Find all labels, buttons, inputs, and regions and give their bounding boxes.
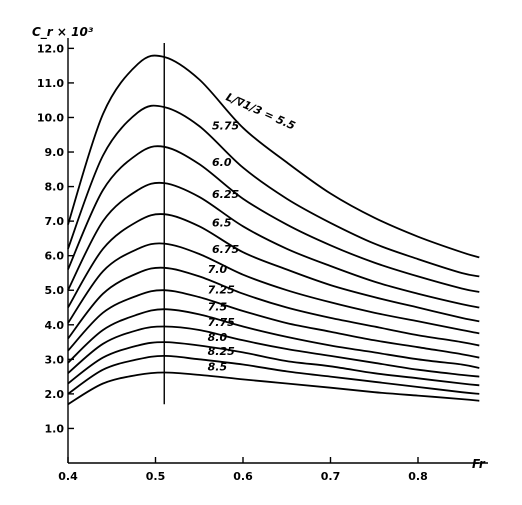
series-label: 7.5 (208, 301, 228, 314)
series-line (67, 289, 480, 359)
series-line (67, 242, 480, 335)
y-tick-label: 11.0 (37, 77, 64, 90)
y-tick-label: 12.0 (37, 42, 64, 55)
y-tick-label: 8.0 (45, 181, 65, 194)
x-tick-label: 0.7 (321, 470, 341, 483)
x-tick-label: 0.4 (58, 470, 78, 483)
series-label: 8.0 (208, 331, 228, 344)
series-line (67, 341, 480, 387)
x-tick-label: 0.5 (146, 470, 166, 483)
series-label: 6.0 (212, 156, 232, 169)
series-label: 8.5 (208, 360, 228, 373)
series-label: 6.25 (212, 188, 239, 201)
curves (67, 54, 480, 406)
x-axis-title: Fr (472, 457, 486, 471)
series-line (67, 104, 480, 278)
series-line (67, 371, 480, 406)
y-tick-label: 7.0 (45, 215, 65, 228)
series-line (67, 145, 480, 293)
y-tick-label: 10.0 (37, 111, 64, 124)
y-tick-label: 1.0 (45, 422, 65, 435)
series-label: 6.5 (212, 216, 232, 229)
y-tick-label: 6.0 (45, 250, 65, 263)
series-line (67, 181, 480, 309)
series-line (67, 213, 480, 323)
series-label: 7.25 (208, 284, 235, 297)
series-line (67, 266, 480, 347)
series-line (67, 325, 480, 378)
y-axis-title: C_r × 10³ (32, 25, 94, 40)
series-label: 7.0 (208, 263, 228, 276)
series-label: 8.25 (208, 345, 235, 358)
series-label: 6.75 (212, 243, 239, 256)
series-label: 5.75 (212, 119, 239, 132)
series-line (67, 54, 480, 259)
y-tick-label: 9.0 (45, 146, 65, 159)
x-tick-label: 0.8 (408, 470, 428, 483)
axes: 1.0 2.0 3.0 4.0 5.0 6.0 7.0 8.0 9.0 10.0 11.0 12.0 0… (37, 38, 488, 483)
y-tick-label: 4.0 (45, 319, 65, 332)
y-tick-label: 3.0 (45, 353, 65, 366)
series-line (67, 308, 480, 369)
y-tick-label: 5.0 (45, 284, 65, 297)
y-tick-label: 2.0 (45, 388, 65, 401)
x-tick-label: 0.6 (233, 470, 253, 483)
series-label: 7.75 (208, 316, 235, 329)
series-line (67, 355, 480, 395)
